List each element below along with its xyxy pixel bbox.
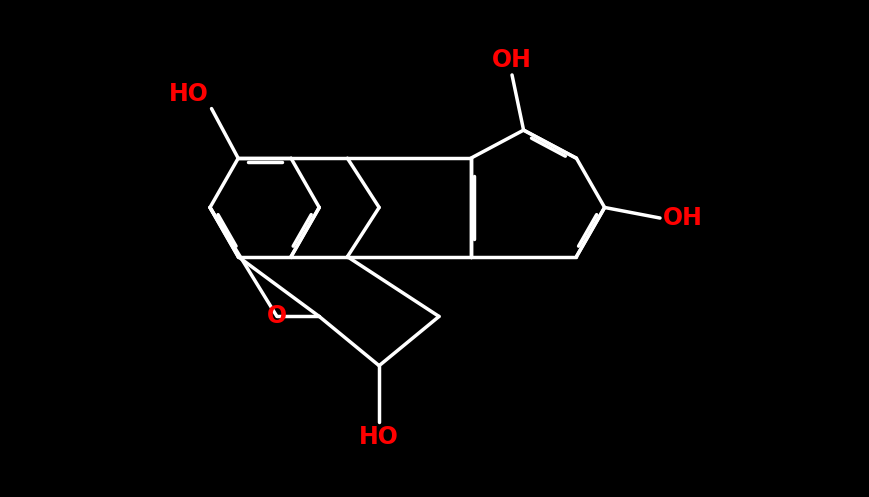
Text: OH: OH (492, 48, 531, 72)
Text: HO: HO (169, 82, 209, 105)
Text: HO: HO (359, 425, 399, 449)
Text: O: O (267, 305, 287, 329)
Text: OH: OH (662, 206, 702, 230)
